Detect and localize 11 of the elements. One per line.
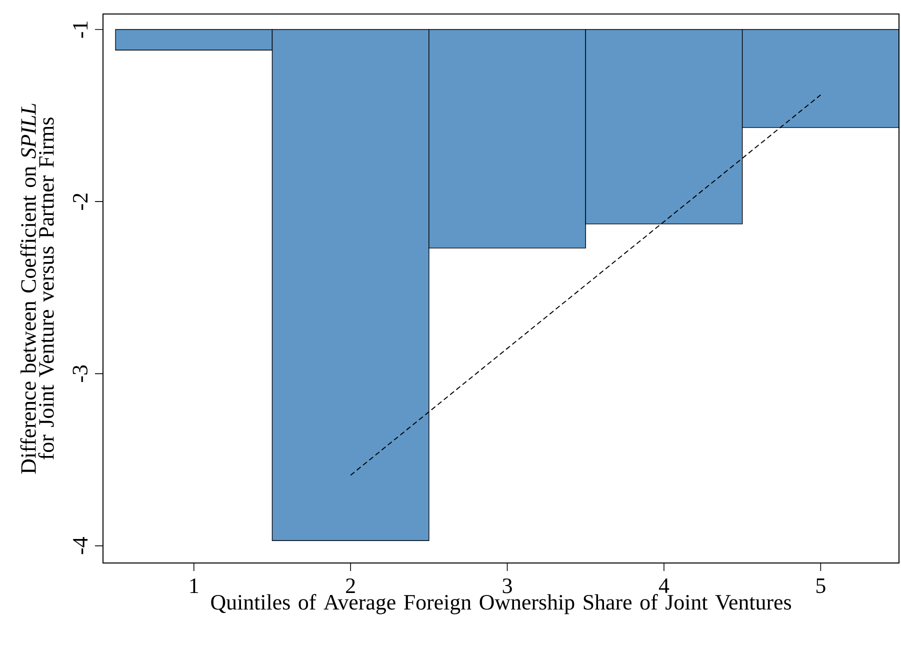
x-tick-label: 1 bbox=[190, 578, 198, 593]
y-tick-label: -3 bbox=[72, 365, 88, 382]
x-tick-label: 2 bbox=[346, 578, 355, 594]
x-axis-title: Quintiles of Average Foreign Ownership Share of Joint Ventures bbox=[211, 594, 791, 614]
y-tick-label: -1 bbox=[73, 22, 88, 38]
y-tick-label: -2 bbox=[72, 194, 88, 210]
y-tick-label: -4 bbox=[73, 536, 88, 554]
x-tick-label: 5 bbox=[816, 578, 826, 594]
y-axis-title: Difference between Coefficient on SPILL for Joint Venture versus Partner Firms bbox=[20, 104, 54, 474]
x-tick-label: 4 bbox=[658, 578, 670, 593]
x-tick-label: 3 bbox=[502, 578, 512, 594]
